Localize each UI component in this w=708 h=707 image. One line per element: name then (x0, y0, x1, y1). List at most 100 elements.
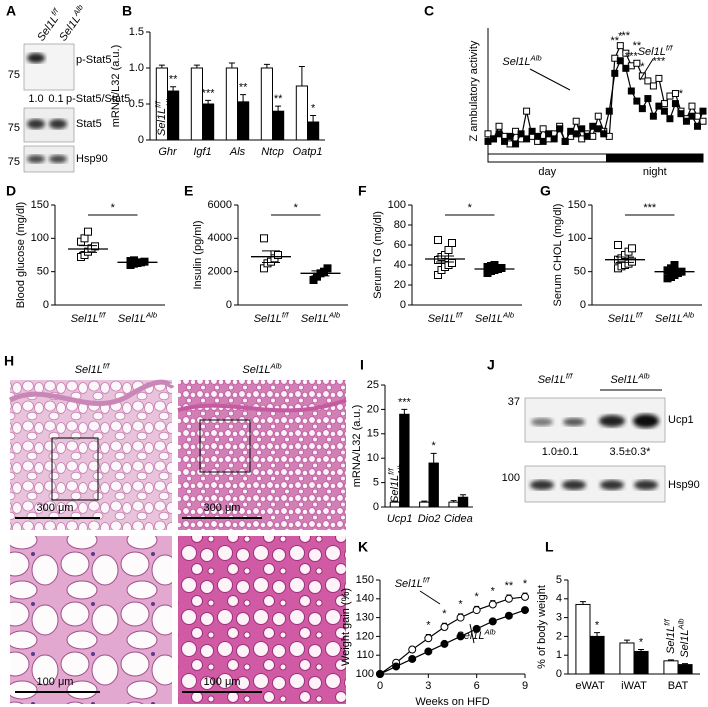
panel-letter: A (6, 3, 16, 19)
bar (663, 660, 679, 675)
panel-letter: D (6, 183, 16, 199)
data-point (649, 82, 657, 90)
significance: *** (398, 396, 412, 408)
y-tick-label: 25 (367, 379, 379, 391)
data-point (572, 130, 580, 138)
data-point (594, 112, 602, 120)
data-point (671, 100, 679, 108)
name-base: Sel1L (75, 364, 103, 376)
y-tick-label: 100 (388, 199, 406, 211)
name-base: Sel1L (679, 630, 691, 658)
name-sup: f/f (423, 576, 430, 585)
name-base: Sel1L (57, 13, 83, 43)
name-base: Sel1L (655, 313, 683, 325)
error-bar (594, 632, 601, 637)
data-point (633, 59, 641, 67)
data-point (670, 261, 679, 269)
bar (589, 635, 605, 675)
data-point (616, 42, 624, 50)
x-axis-label: Weeks on HFD (415, 696, 489, 707)
data-point (260, 234, 268, 243)
y-tick-label: 100 (568, 232, 586, 244)
y-tick-label: 3 (556, 612, 562, 624)
data-point (80, 234, 89, 243)
period-label: day (538, 166, 556, 178)
significance: * (679, 88, 684, 100)
error-bar (391, 500, 398, 503)
tissue-strand (177, 398, 347, 413)
name-base: Sel1L (502, 56, 530, 68)
significance: * (639, 636, 644, 648)
y-tick-label: 2 (556, 630, 562, 642)
y-tick-label: 150 (31, 199, 49, 211)
significance: * (640, 61, 645, 73)
data-point (693, 122, 701, 130)
bar (225, 67, 239, 141)
band-label: Hsp90 (668, 479, 700, 491)
ratio: 0.1 (48, 93, 63, 105)
name-sup: f/f (103, 362, 110, 371)
data-point (440, 623, 449, 631)
significance: * (111, 202, 116, 214)
data-point (140, 257, 149, 266)
error-bar (623, 639, 630, 643)
name-base: Sel1L (167, 108, 179, 136)
data-point (644, 95, 652, 103)
name-base: Sel1L (242, 364, 270, 376)
label-leader (469, 623, 475, 644)
significance: ** (622, 30, 631, 42)
x-tick-label: Igf1 (193, 146, 211, 158)
error-bar (682, 663, 689, 665)
significance: ** (274, 93, 283, 105)
band (633, 414, 659, 428)
column-label: Sel1LAlb (242, 362, 282, 376)
lane-label: Sel1LAlb (55, 2, 90, 43)
name-base: Sel1L (538, 374, 566, 386)
data-point (699, 107, 707, 115)
band (27, 155, 45, 163)
data-point (323, 264, 332, 273)
label-leader (529, 68, 571, 91)
name-base: Sel1L (301, 313, 329, 325)
y-tick-label: 100 (31, 232, 49, 244)
y-axis-label: mRNA/L32 (a.u.) (110, 45, 122, 128)
band-label: Hsp90 (76, 153, 108, 165)
bar (419, 501, 430, 508)
y-tick-label: 50 (37, 266, 49, 278)
data-point (91, 242, 99, 251)
sem-bar (485, 267, 504, 271)
data-point (376, 670, 384, 678)
significance: * (311, 102, 316, 114)
y-tick-label: 130 (356, 612, 374, 624)
x-tick-label: 0 (377, 680, 383, 692)
data-point (561, 137, 569, 145)
panel-letter: L (545, 539, 554, 555)
bar (237, 101, 250, 141)
data-point (627, 87, 635, 95)
name-sup: Alb (270, 362, 283, 371)
period-label: night (643, 166, 667, 178)
y-tick-label: 6000 (208, 199, 232, 211)
series-name: Sel1Lf/f (153, 101, 167, 136)
name-sup: Alb (145, 311, 158, 320)
column-label: Sel1Lf/f (75, 362, 110, 376)
series-name: Sel1LAlb (456, 628, 496, 642)
series-line (379, 596, 526, 675)
name-sup: Alb (638, 372, 651, 381)
y-tick-label: 120 (356, 630, 374, 642)
significance: * (595, 620, 600, 632)
series-name: Sel1LAlb (475, 311, 515, 325)
data-point (550, 135, 558, 143)
data-point (655, 102, 663, 110)
data-point (490, 135, 498, 143)
scale-label: 100 μm (37, 676, 74, 688)
tissue-strand (8, 379, 175, 406)
series-name: Sel1Lf/f (254, 311, 289, 325)
y-axis-label: Blood glucose (mg/dl) (15, 202, 27, 308)
data-point (633, 97, 641, 105)
y-tick-label: 1.0 (129, 62, 144, 74)
panel-j: J Sel1Lf/f Sel1LAlb 37 Ucp1 1.0±0.1 3.5±… (487, 357, 700, 503)
error-bar (310, 115, 317, 122)
significance: *** (643, 202, 657, 214)
error-bar (460, 494, 467, 498)
